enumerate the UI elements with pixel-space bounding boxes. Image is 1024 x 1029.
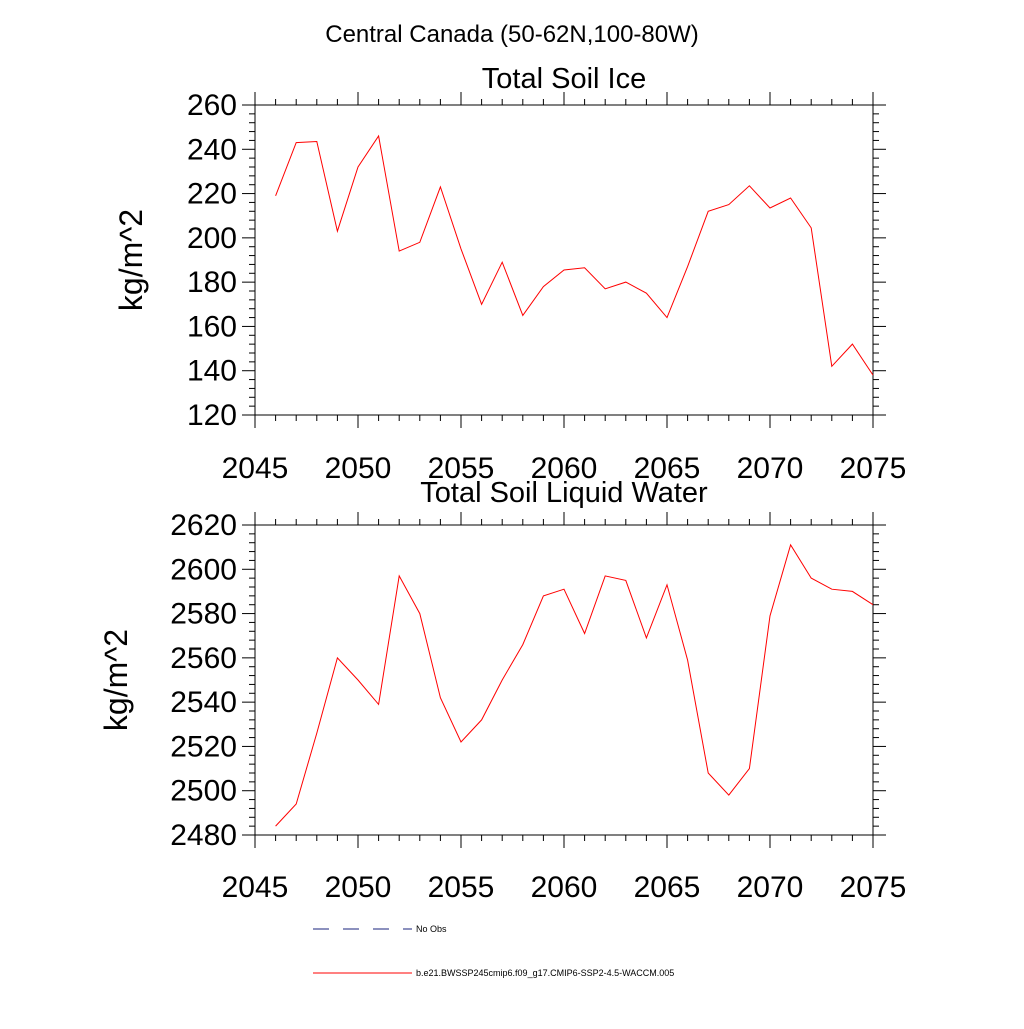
- x-tick-label: 2060: [531, 452, 598, 485]
- chart-panel: Total Soil Ice kg/m^2 2045 2050 2055 2060 2065…: [113, 63, 906, 485]
- y-axis-label: kg/m^2: [113, 209, 149, 311]
- x-tick-label: 2050: [325, 871, 392, 904]
- y-tick-label: 240: [187, 133, 237, 166]
- x-tick-label: 2075: [840, 452, 907, 485]
- y-tick-label: 160: [187, 310, 237, 343]
- series-line: [275, 543, 874, 827]
- y-tick-label: 2560: [170, 642, 237, 675]
- y-tick-label: 2500: [170, 775, 237, 808]
- chart-title: Total Soil Liquid Water: [420, 477, 708, 509]
- plot-frame: [254, 524, 874, 836]
- y-tick-label: 2480: [170, 819, 237, 852]
- x-tick-label: 2065: [634, 452, 701, 485]
- y-axis-label: kg/m^2: [98, 629, 134, 731]
- chart-panel: Total Soil Liquid Water kg/m^2 2045 2050 205…: [98, 477, 906, 904]
- legend-label: No Obs: [416, 924, 447, 934]
- x-tick-label: 2045: [222, 871, 289, 904]
- y-tick-label: 2580: [170, 598, 237, 631]
- series-line: [275, 134, 874, 376]
- x-tick-label: 2045: [222, 452, 289, 485]
- panels: Total Soil Ice kg/m^2 2045 2050 2055 2060 2065…: [98, 63, 906, 904]
- x-tick-label: 2070: [737, 871, 804, 904]
- x-tick-label: 2065: [634, 871, 701, 904]
- y-tick-label: 2520: [170, 730, 237, 763]
- legend-item: No Obs: [313, 924, 447, 934]
- x-tick-label: 2055: [428, 452, 495, 485]
- y-tick-label: 2600: [170, 553, 237, 586]
- x-tick-label: 2070: [737, 452, 804, 485]
- legend-label: b.e21.BWSSP245cmip6.f09_g17.CMIP6-SSP2-4…: [416, 968, 674, 978]
- y-tick-label: 2540: [170, 686, 237, 719]
- y-tick-label: 180: [187, 266, 237, 299]
- chart-title: Total Soil Ice: [482, 63, 646, 95]
- y-tick-label: 220: [187, 178, 237, 211]
- y-tick-label: 120: [187, 399, 237, 432]
- y-tick-label: 2620: [170, 509, 237, 542]
- x-tick-label: 2055: [428, 871, 495, 904]
- main-title: Central Canada (50-62N,100-80W): [325, 21, 699, 48]
- y-tick-label: 260: [187, 89, 237, 122]
- y-tick-label: 200: [187, 222, 237, 255]
- x-tick-label: 2075: [840, 871, 907, 904]
- x-tick-label: 2060: [531, 871, 598, 904]
- legend: No Obs b.e21.BWSSP245cmip6.f09_g17.CMIP6-…: [313, 924, 674, 978]
- x-tick-label: 2050: [325, 452, 392, 485]
- y-tick-label: 140: [187, 355, 237, 388]
- plot-frame: [254, 104, 874, 416]
- legend-item: b.e21.BWSSP245cmip6.f09_g17.CMIP6-SSP2-4…: [313, 968, 674, 978]
